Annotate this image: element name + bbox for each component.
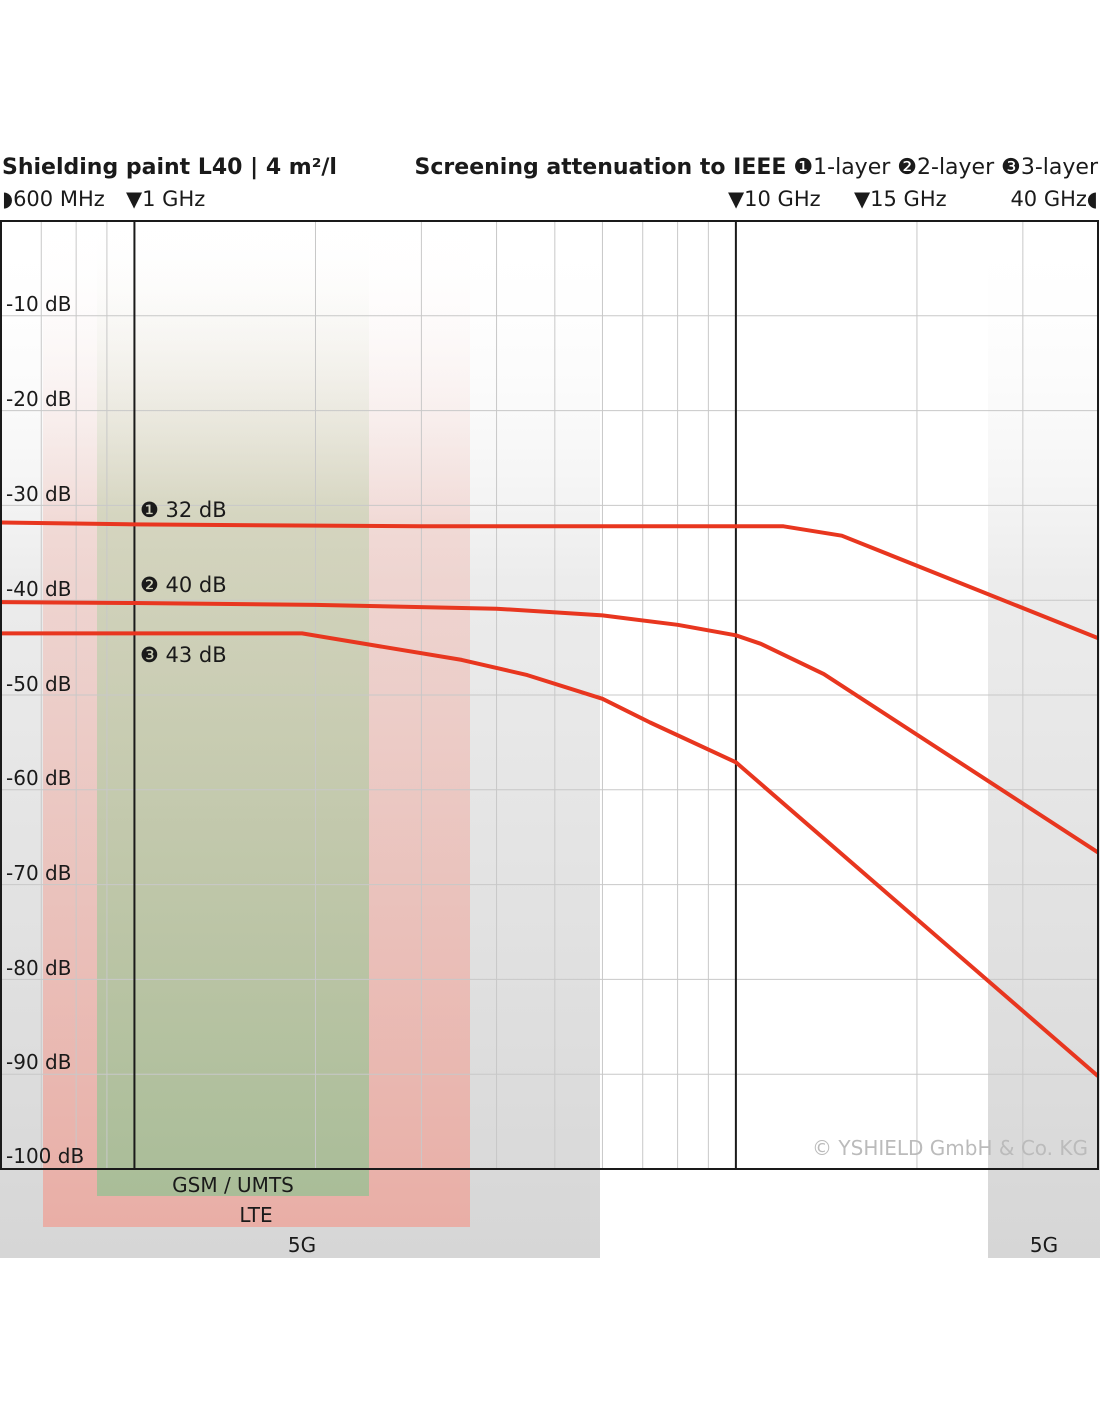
- legend-2-layer: ❷2-layer: [897, 155, 995, 180]
- freq-marker-10ghz: ▼10 GHz: [728, 187, 821, 211]
- y-tick-label: -30 dB: [6, 482, 72, 506]
- legend-3-layer: ❸3-layer: [1001, 155, 1098, 180]
- freq-marker-1ghz: ▼1 GHz: [126, 187, 206, 211]
- band-label-lte: LTE: [239, 1203, 273, 1227]
- freq-marker-15ghz: ▼15 GHz: [854, 187, 947, 211]
- y-tick-label: -100 dB: [6, 1144, 85, 1168]
- chart-title: Shielding paint L40 | 4 m²/l: [2, 155, 337, 180]
- band-label-gsm-umts: GSM / UMTS: [172, 1173, 294, 1197]
- y-tick-label: -10 dB: [6, 292, 72, 316]
- band-label-5g-low: 5G: [287, 1233, 317, 1257]
- y-tick-label: -50 dB: [6, 672, 72, 696]
- legend-1-layer: ❶1-layer: [793, 155, 891, 180]
- y-tick-label: -70 dB: [6, 861, 72, 885]
- freq-marker-40ghz: 40 GHz◖: [1010, 187, 1098, 211]
- plot-frame: [0, 220, 1099, 1170]
- y-tick-label: -60 dB: [6, 766, 72, 790]
- y-tick-label: -40 dB: [6, 577, 72, 601]
- y-tick-label: -90 dB: [6, 1050, 72, 1074]
- series-line-2-layer: [0, 600, 1100, 855]
- series-line-3-layer: [1, 631, 1100, 1078]
- legend-caption: Screening attenuation to IEEE: [414, 155, 787, 180]
- band-5g-high: [988, 221, 1100, 1258]
- annotation-3-layer: ❸ 43 dB: [140, 643, 227, 667]
- band-gsm-umts: [97, 221, 369, 1196]
- copyright-watermark: © YSHIELD GmbH & Co. KG: [812, 1136, 1088, 1160]
- band-label-5g-high: 5G: [1029, 1233, 1059, 1257]
- y-tick-label: -20 dB: [6, 387, 72, 411]
- legend-header: Screening attenuation to IEEE ❶1-layer ❷…: [415, 155, 1098, 180]
- y-tick-label: -80 dB: [6, 956, 72, 980]
- annotation-1-layer: ❶ 32 dB: [140, 498, 227, 522]
- series-line-1-layer: [0, 520, 1099, 640]
- annotation-2-layer: ❷ 40 dB: [140, 573, 227, 597]
- freq-marker-600mhz: ◗600 MHz: [2, 187, 105, 211]
